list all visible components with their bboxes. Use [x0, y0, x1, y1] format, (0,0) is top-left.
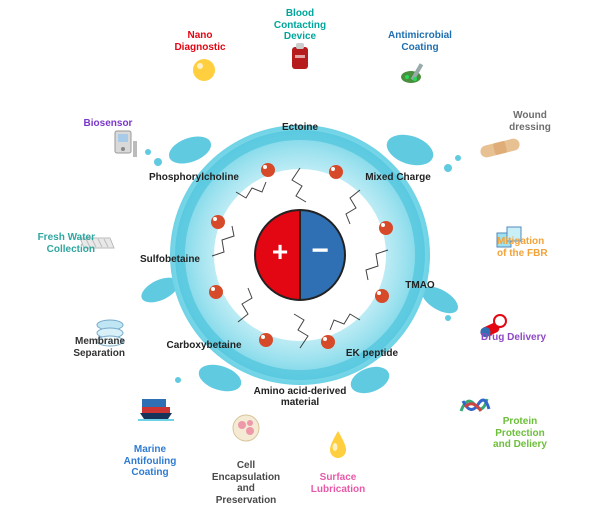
- outer-label-0: Blood Contacting Device: [245, 8, 355, 43]
- nano-icon: [182, 52, 226, 88]
- diagram-stage: + − Ectoine Mixed Charge TMAO EK peptide Ami…: [0, 0, 600, 506]
- inner-label-3: EK peptide: [312, 348, 432, 359]
- inner-label-0: Ectoine: [240, 122, 360, 133]
- outer-label-2: Wound dressing: [475, 110, 585, 133]
- outer-label-3: Mitigation of the FBR: [497, 236, 600, 259]
- outer-label-8: Marine Antifouling Coating: [95, 444, 205, 479]
- core-minus: −: [302, 234, 338, 268]
- outer-label-11: Biosensor: [53, 118, 163, 130]
- outer-label-5: Protein Protection and Deliery: [465, 416, 575, 451]
- inner-label-4: Amino acid-derived material: [240, 386, 360, 408]
- outer-label-1: Antimicrobial Coating: [365, 30, 475, 53]
- inner-label-6: Sulfobetaine: [110, 254, 230, 265]
- core-plus: +: [262, 236, 298, 268]
- inner-label-1: Mixed Charge: [338, 172, 458, 183]
- outer-label-12: Nano Diagnostic: [145, 30, 255, 53]
- drop-icon: [316, 426, 360, 462]
- ship-icon: [134, 390, 178, 426]
- outer-label-7: Cell Encapsulation and Preservation: [191, 460, 301, 506]
- outer-label-4: Drug Delivery: [481, 332, 591, 344]
- bandage-icon: [478, 130, 522, 166]
- microbe-icon: [392, 56, 436, 92]
- outer-label-10: Fresh Water Collection: [0, 232, 95, 255]
- bloodbag-icon: [278, 40, 322, 76]
- inner-label-5: Carboxybetaine: [144, 340, 264, 351]
- inner-label-7: Phosphorylcholine: [134, 172, 254, 183]
- cells-icon: [224, 410, 268, 446]
- outer-label-9: Membrane Separation: [15, 336, 125, 359]
- sensor-icon: [102, 126, 146, 162]
- inner-label-2: TMAO: [360, 280, 480, 291]
